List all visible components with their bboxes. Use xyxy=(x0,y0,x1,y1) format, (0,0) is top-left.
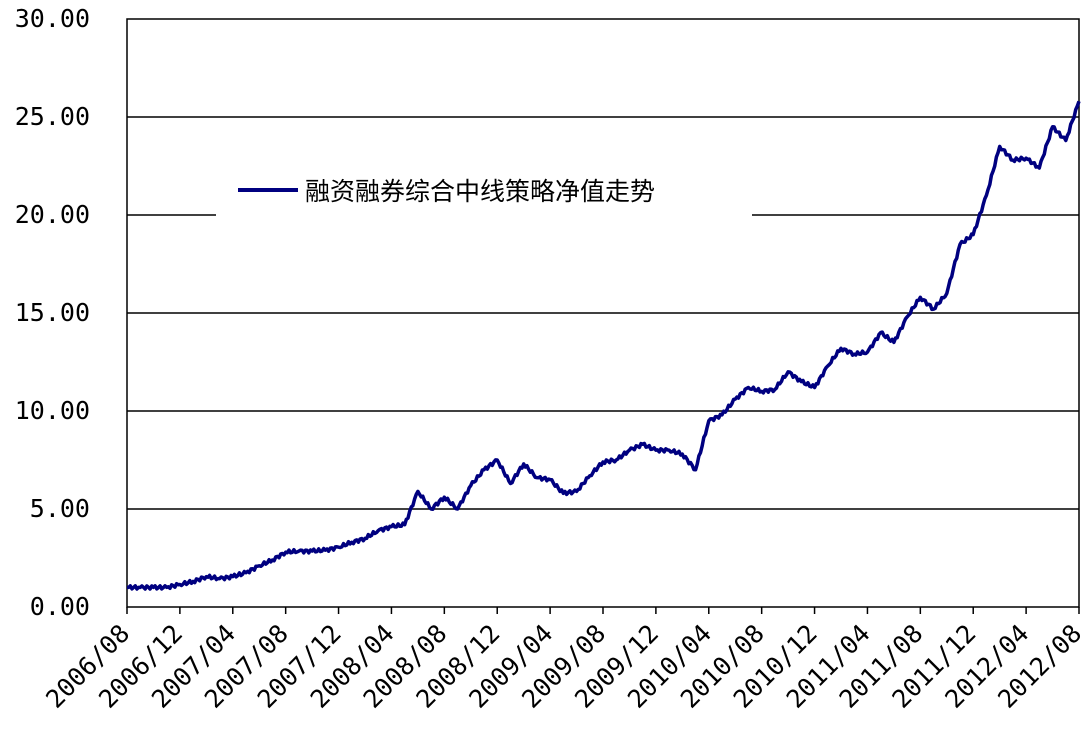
plot-frame xyxy=(126,18,1080,608)
legend-label: 融资融券综合中线策略净值走势 xyxy=(305,177,655,206)
y-tick-label: 10.00 xyxy=(15,396,90,425)
series-line xyxy=(126,100,1081,591)
x-axis-ticks: 2006/082006/122007/042007/082007/122008/… xyxy=(40,607,1087,714)
y-tick-label: 0.00 xyxy=(30,592,90,621)
y-tick-label: 15.00 xyxy=(15,298,90,327)
y-tick-label: 25.00 xyxy=(15,102,90,131)
axes xyxy=(126,18,1080,608)
series-group xyxy=(126,100,1081,591)
y-tick-label: 30.00 xyxy=(15,4,90,33)
legend: 融资融券综合中线策略净值走势 xyxy=(216,172,752,218)
y-tick-label: 5.00 xyxy=(30,494,90,523)
y-tick-label: 20.00 xyxy=(15,200,90,229)
y-axis-ticks: 0.00 5.00 10.00 15.00 20.00 25.00 30.00 xyxy=(15,4,90,621)
legend-background xyxy=(216,172,752,218)
